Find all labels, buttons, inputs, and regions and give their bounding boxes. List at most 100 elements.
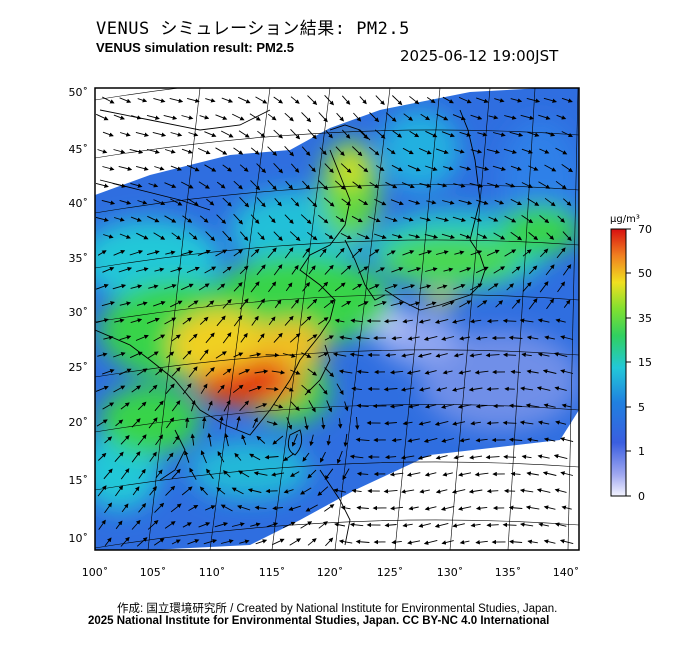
wind-arrow: [555, 318, 566, 323]
wind-arrow: [539, 148, 550, 154]
wind-arrow: [307, 298, 318, 309]
wind-arrow: [508, 437, 523, 443]
wind-arrow: [349, 352, 364, 357]
wind-arrow: [101, 96, 115, 104]
wind-arrow: [217, 384, 225, 393]
wind-arrow: [545, 131, 556, 137]
wind-arrow: [119, 233, 131, 239]
wind-arrow: [318, 352, 329, 358]
wind-arrow: [286, 416, 293, 430]
wind-arrow: [469, 353, 482, 358]
wind-arrow: [440, 505, 455, 511]
wind-arrow: [239, 400, 250, 412]
wind-arrow: [201, 416, 207, 429]
wind-arrow: [113, 250, 126, 256]
wind-arrow: [238, 96, 251, 104]
wind-arrow: [453, 149, 465, 154]
wind-arrow: [468, 387, 483, 392]
wind-arrow: [291, 264, 299, 275]
wind-arrow: [274, 299, 282, 309]
wind-arrow: [390, 370, 404, 375]
wind-arrow: [418, 250, 433, 256]
wind-arrow: [138, 468, 146, 479]
wind-arrow: [233, 213, 244, 225]
wind-arrow: [494, 98, 505, 103]
wind-arrow: [470, 420, 481, 426]
wind-arrow: [402, 147, 414, 155]
wind-arrow: [220, 539, 234, 544]
wind-arrow: [510, 165, 522, 171]
colorbar: μg/m³ 70 50 35 15 5 1 0: [610, 214, 652, 503]
wind-arrow: [273, 264, 283, 276]
wind-arrow: [187, 198, 199, 206]
wind-arrow: [426, 200, 437, 205]
wind-arrow: [283, 521, 296, 529]
wind-arrow: [435, 216, 449, 222]
copyright-line: 2025 National Institute for Environmenta…: [88, 615, 550, 627]
wind-arrow: [488, 216, 499, 222]
wind-arrow: [319, 248, 327, 258]
wind-arrow: [543, 505, 556, 510]
wind-arrow: [137, 434, 147, 446]
wind-arrow: [418, 421, 431, 426]
wind-arrow: [343, 433, 348, 447]
wind-arrow: [153, 199, 166, 206]
wind-arrow: [289, 538, 302, 546]
wind-arrow: [474, 472, 489, 477]
wind-arrow: [130, 318, 143, 324]
wind-arrow: [285, 282, 293, 292]
wind-arrow: [351, 146, 363, 157]
wind-arrow: [204, 266, 217, 274]
wind-arrow: [207, 400, 213, 411]
wind-arrow: [344, 401, 349, 412]
wind-arrow: [188, 232, 198, 240]
wind-arrow: [539, 281, 549, 293]
wind-arrow: [554, 488, 567, 493]
wind-arrow: [171, 400, 181, 412]
wind-arrow: [402, 522, 413, 528]
wind-arrow: [454, 250, 465, 255]
wind-arrow: [118, 165, 133, 171]
wind-arrow: [307, 538, 317, 546]
wind-arrow: [204, 131, 217, 138]
wind-arrow: [266, 421, 278, 426]
wind-arrow: [417, 353, 432, 358]
wind-arrow: [147, 351, 159, 359]
wind-arrow: [506, 283, 514, 291]
wind-arrow: [356, 403, 369, 409]
wind-arrow: [255, 96, 268, 104]
wind-arrow: [239, 231, 249, 241]
wind-arrow: [104, 502, 113, 514]
lon-label: 130˚: [437, 566, 464, 579]
wind-arrow: [351, 488, 362, 494]
wind-arrow: [101, 301, 115, 307]
wind-arrow: [154, 166, 165, 171]
wind-arrow: [290, 128, 301, 140]
wind-arrow: [526, 97, 541, 103]
wind-arrow: [423, 539, 438, 545]
wind-arrow: [187, 539, 200, 545]
wind-arrow: [423, 335, 438, 341]
wind-arrow: [545, 264, 555, 276]
wind-arrow: [375, 267, 386, 273]
wind-arrow: [187, 164, 200, 172]
wind-arrow: [418, 147, 432, 155]
wind-arrow: [391, 539, 402, 545]
wind-arrow: [391, 335, 402, 341]
wind-arrow: [198, 181, 210, 189]
lon-label: 110˚: [199, 566, 226, 579]
wind-arrow: [136, 267, 149, 272]
wind-arrow: [528, 298, 538, 310]
wind-arrow: [373, 301, 387, 307]
wind-arrow: [359, 96, 367, 105]
wind-arrow: [238, 369, 251, 375]
wind-arrow: [198, 283, 210, 291]
wind-arrow: [561, 131, 574, 137]
wind-arrow: [205, 332, 215, 344]
colorbar-tick: 35: [638, 312, 652, 325]
wind-arrow: [274, 198, 282, 207]
wind-arrow: [544, 164, 557, 172]
wind-arrow: [304, 416, 309, 431]
wind-arrow: [458, 370, 471, 375]
wind-arrow: [236, 415, 241, 430]
